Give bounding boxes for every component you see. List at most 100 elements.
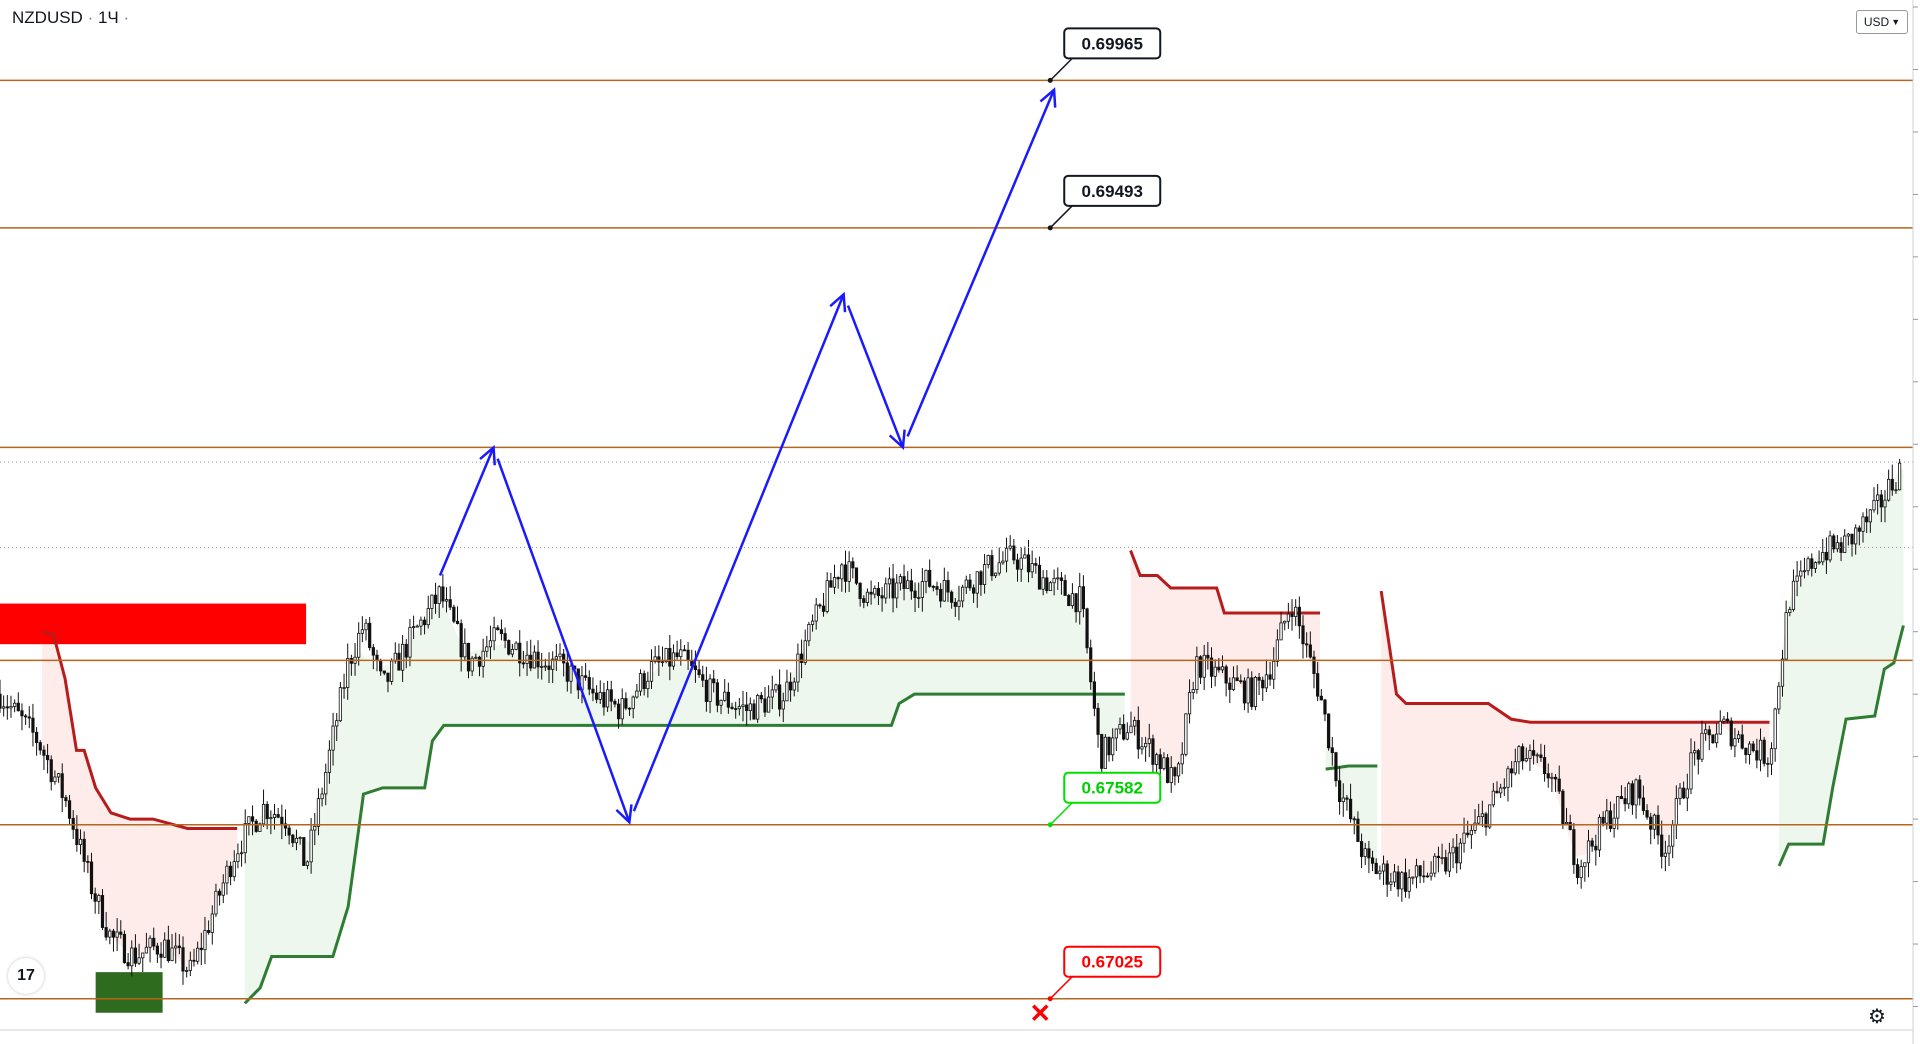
candle: [1627, 783, 1631, 805]
candle: [97, 895, 101, 902]
candle: [1802, 570, 1807, 573]
candle: [1151, 738, 1155, 765]
candle: [163, 939, 167, 958]
candle: [481, 650, 485, 667]
candle: [1678, 787, 1682, 799]
candle: [1821, 551, 1825, 563]
candles-layer: [0, 458, 1902, 985]
candle: [814, 604, 818, 622]
candle: [141, 952, 145, 959]
gear-icon[interactable]: ⚙: [1868, 1006, 1886, 1028]
candle: [159, 953, 163, 958]
candle: [1338, 780, 1342, 802]
candle: [1389, 881, 1393, 885]
candle: [1835, 542, 1839, 550]
candle: [1074, 593, 1078, 613]
candle: [1707, 729, 1711, 736]
candle: [1213, 666, 1217, 677]
candle: [968, 579, 972, 589]
candle: [1531, 750, 1536, 756]
candle: [386, 672, 390, 682]
candle: [887, 578, 892, 585]
candle: [1473, 822, 1477, 831]
candle: [1224, 666, 1228, 684]
candle: [1341, 797, 1345, 802]
candle: [1451, 846, 1455, 854]
candle: [64, 797, 68, 802]
candle: [953, 601, 957, 607]
candle: [419, 619, 423, 627]
candle: [1239, 680, 1243, 683]
candle: [35, 731, 39, 743]
candle: [840, 564, 844, 580]
candle: [1220, 666, 1225, 671]
candle: [1524, 758, 1528, 762]
bear-shade: [42, 631, 238, 970]
candle: [305, 861, 310, 866]
candle: [298, 837, 302, 839]
candle: [1652, 814, 1656, 830]
candle: [309, 829, 313, 863]
candle: [463, 642, 467, 658]
candle: [1345, 797, 1349, 800]
candle: [1762, 739, 1766, 764]
candle: [1630, 783, 1635, 806]
candle: [294, 837, 299, 844]
candle: [1363, 848, 1367, 857]
tradingview-logo-icon[interactable]: 17: [8, 958, 44, 994]
candle: [1228, 682, 1232, 690]
candle: [100, 895, 105, 928]
candle: [1729, 720, 1733, 747]
candle: [913, 590, 917, 599]
candle: [613, 700, 617, 705]
candle: [1572, 829, 1576, 866]
callout-box: [1063, 174, 1162, 207]
candle: [430, 594, 434, 609]
candle: [1385, 863, 1389, 885]
candle: [499, 629, 504, 634]
callout-pointer: [1049, 800, 1075, 826]
candle: [27, 716, 31, 719]
currency-button[interactable]: USD ▼: [1856, 10, 1908, 34]
candle: [1458, 842, 1462, 864]
candle: [1634, 779, 1638, 806]
candle: [49, 759, 53, 783]
candle: [536, 651, 540, 668]
candle: [1744, 747, 1748, 756]
candle: [1502, 786, 1506, 789]
candle: [1477, 816, 1481, 824]
candle: [152, 937, 156, 947]
candle: [1843, 535, 1847, 553]
candle: [854, 567, 859, 584]
candle: [1682, 787, 1686, 799]
candle: [620, 698, 624, 720]
candle: [1261, 679, 1265, 689]
candle: [810, 620, 815, 625]
candle: [1806, 558, 1810, 572]
candle: [836, 577, 840, 580]
candle: [807, 624, 811, 642]
candle: [935, 586, 939, 590]
candle: [1535, 754, 1539, 757]
candle: [1217, 666, 1221, 671]
candle: [693, 665, 698, 671]
candle: [192, 959, 196, 962]
candle: [324, 772, 328, 795]
bullish-trailing-stop: [1777, 625, 1905, 867]
candle: [708, 678, 712, 702]
candle: [287, 827, 291, 836]
candle: [942, 580, 946, 602]
candle: [982, 564, 987, 585]
candle: [283, 823, 288, 829]
candle: [595, 692, 599, 700]
candle: [569, 665, 573, 682]
candle: [781, 700, 785, 710]
candle: [1231, 677, 1236, 690]
candle: [1045, 577, 1049, 592]
candle: [1012, 545, 1016, 561]
candle: [346, 658, 350, 688]
projection-segment: [846, 305, 905, 448]
symbol-title[interactable]: NZDUSD · 1Ч ·: [12, 8, 130, 27]
candle: [1740, 734, 1744, 749]
